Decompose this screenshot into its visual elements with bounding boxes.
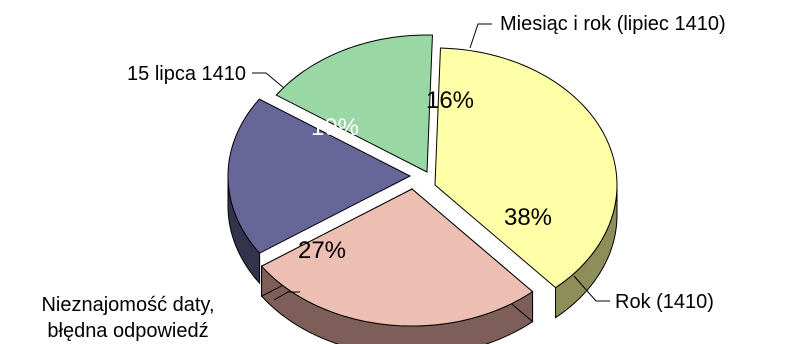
slice-15-lipca-label: 15 lipca 1410 — [127, 63, 246, 85]
slice-15-lipca — [227, 98, 412, 254]
slice-rok-leader — [573, 275, 610, 302]
slice-rok-label: Rok (1410) — [615, 291, 714, 313]
slice-miesiac-label: Miesiąc i rok (lipiec 1410) — [500, 13, 726, 35]
slice-miesiac-value-label: 16% — [426, 87, 474, 114]
leader-lines — [252, 23, 610, 302]
slice-nieznajomosc-leader — [273, 291, 300, 301]
slice-miesiac-leader — [469, 23, 492, 49]
slice-15-lipca-leader — [252, 72, 285, 89]
slice-15-lipca-value-label: 19% — [311, 114, 359, 141]
slice-rok-value-label: 38% — [504, 204, 552, 231]
slice-nieznajomosc — [260, 188, 534, 327]
slice-nieznajomosc-label-line2: błędna odpowiedź — [47, 320, 208, 342]
slice-miesiac — [275, 34, 433, 173]
pie-slices — [227, 34, 618, 327]
slice-nieznajomosc-label-line1: Nieznajomość daty, — [41, 294, 214, 316]
slice-rok — [434, 47, 618, 289]
slice-nieznajomosc-value-label: 27% — [298, 237, 346, 264]
